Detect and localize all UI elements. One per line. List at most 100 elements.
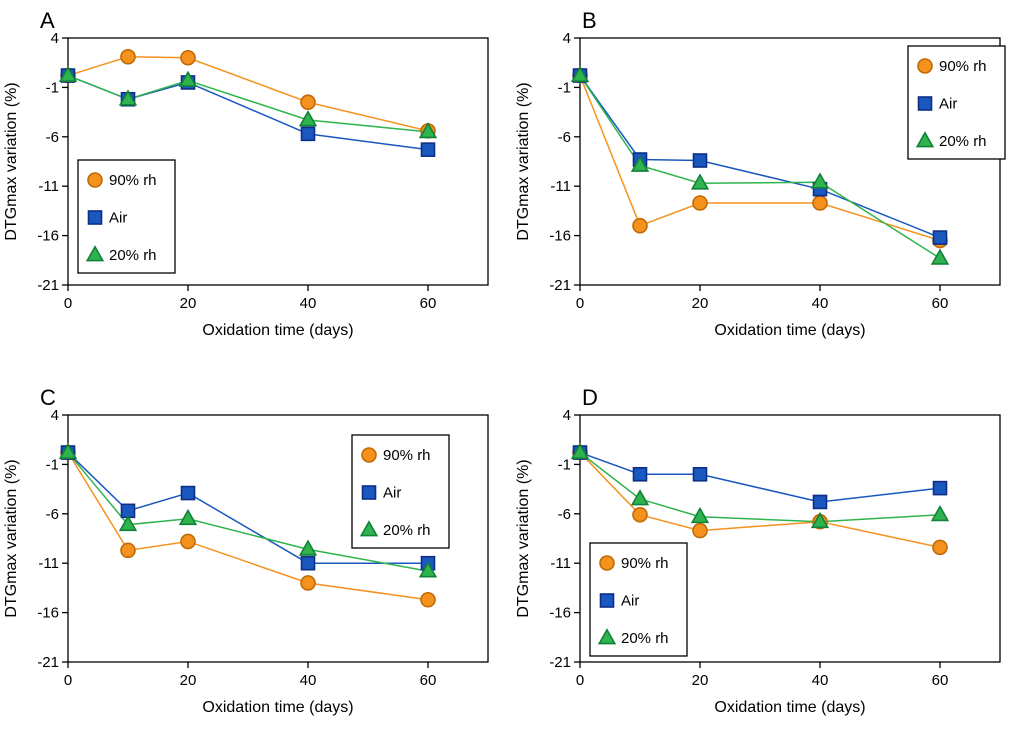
- panel-letter: C: [40, 385, 56, 410]
- legend-marker-20-rh: [359, 520, 379, 537]
- y-tick-label: -16: [37, 228, 59, 245]
- data-point-20-rh: [178, 70, 198, 87]
- series-line-air: [67, 74, 429, 151]
- y-tick-label: 4: [563, 407, 571, 424]
- plot-frame: [67, 37, 489, 286]
- x-tick-label: 60: [932, 672, 949, 689]
- data-point-air: [300, 126, 316, 142]
- chart-panel-a: 0 20 40 60 4 -1 -6 -11 -16 -21 Oxidation time (day…: [0, 0, 512, 377]
- data-point-air: [932, 230, 948, 245]
- plot-frame: [579, 37, 1001, 286]
- legend-marker-air: [599, 593, 615, 608]
- data-point-20-rh: [118, 514, 138, 532]
- data-point-90-rh: [180, 49, 196, 66]
- legend-label-20-rh: 20% rh: [109, 247, 157, 264]
- legend-label-air: Air: [109, 210, 127, 227]
- x-axis-label: Oxidation time (days): [202, 322, 353, 339]
- y-tick-label: -21: [549, 654, 571, 671]
- x-tick-label: 40: [300, 672, 317, 689]
- panel-letter: D: [582, 385, 598, 410]
- legend-marker-20-rh: [85, 245, 105, 262]
- chart-svg-a: 0 20 40 60 4 -1 -6 -11 -16 -21 Oxidation time (day…: [3, 8, 489, 339]
- legend-label-90-rh: 90% rh: [621, 555, 669, 572]
- legend-marker-20-rh: [597, 628, 617, 645]
- data-point-air: [300, 555, 316, 571]
- y-tick-label: -6: [46, 506, 59, 523]
- y-tick-label: -16: [549, 228, 571, 245]
- x-tick-label: 0: [64, 295, 72, 312]
- data-point-20-rh: [570, 442, 590, 459]
- y-tick-label: -21: [37, 654, 59, 671]
- data-point-air: [420, 142, 436, 157]
- data-point-20-rh: [810, 511, 830, 529]
- legend-marker-air: [361, 485, 377, 500]
- data-point-air: [932, 480, 948, 496]
- data-point-90-rh: [420, 591, 436, 608]
- data-point-20-rh: [690, 506, 710, 524]
- data-point-20-rh: [630, 155, 650, 172]
- y-tick-label: 4: [51, 30, 59, 47]
- data-point-20-rh: [58, 442, 78, 459]
- legend-marker-20-rh: [915, 131, 935, 148]
- data-point-90-rh: [932, 539, 948, 556]
- data-point-20-rh: [298, 539, 318, 556]
- data-point-90-rh: [632, 217, 648, 234]
- y-tick-label: -16: [37, 605, 59, 622]
- data-point-90-rh: [120, 48, 136, 65]
- data-point-20-rh: [58, 65, 78, 82]
- chart-panel-b: 0 20 40 60 4 -1 -6 -11 -16 -21 Oxidation time (day…: [512, 0, 1024, 377]
- legend-marker-air: [87, 210, 103, 225]
- data-point-20-rh: [810, 172, 830, 189]
- legend-label-air: Air: [383, 485, 401, 502]
- y-tick-label: -1: [558, 456, 571, 473]
- chart-svg-c: 0 20 40 60 4 -1 -6 -11 -16 -21 Oxidation time (day…: [3, 385, 489, 716]
- data-point-90-rh: [692, 522, 708, 539]
- legend-marker-90-rh: [361, 447, 377, 463]
- y-tick-label: -6: [558, 506, 571, 523]
- data-point-90-rh: [632, 506, 648, 523]
- data-point-20-rh: [630, 489, 650, 506]
- legend-label-20-rh: 20% rh: [939, 133, 987, 150]
- data-point-90-rh: [300, 94, 316, 111]
- x-tick-label: 20: [180, 295, 197, 312]
- data-point-20-rh: [418, 561, 438, 578]
- y-tick-label: -1: [46, 456, 59, 473]
- legend-marker-air: [917, 96, 933, 111]
- y-tick-label: -21: [549, 277, 571, 294]
- legend-label-20-rh: 20% rh: [621, 630, 669, 647]
- y-tick-label: -1: [46, 79, 59, 96]
- y-tick-label: -16: [549, 605, 571, 622]
- data-point-air: [692, 153, 708, 168]
- data-point-air: [812, 494, 828, 510]
- x-tick-label: 40: [812, 295, 829, 312]
- y-tick-label: -11: [38, 178, 59, 195]
- legend-marker-90-rh: [917, 58, 933, 74]
- x-tick-label: 20: [692, 672, 709, 689]
- x-axis-label: Oxidation time (days): [714, 699, 865, 716]
- legend-label-90-rh: 90% rh: [939, 58, 987, 75]
- legend-label-90-rh: 90% rh: [383, 447, 431, 464]
- x-tick-label: 20: [692, 295, 709, 312]
- y-tick-label: 4: [563, 30, 571, 47]
- panel-letter: B: [582, 8, 597, 33]
- y-axis-label: DTGmax variation (%): [3, 82, 20, 240]
- data-point-90-rh: [300, 575, 316, 591]
- chart-svg-d: 0 20 40 60 4 -1 -6 -11 -16 -21 Oxidation time (day…: [515, 385, 1001, 716]
- x-tick-label: 40: [812, 672, 829, 689]
- y-tick-label: -6: [558, 129, 571, 146]
- data-point-20-rh: [118, 89, 138, 106]
- legend-label-20-rh: 20% rh: [383, 522, 431, 539]
- y-axis-label: DTGmax variation (%): [515, 82, 532, 240]
- data-point-20-rh: [178, 508, 198, 526]
- data-point-90-rh: [692, 195, 708, 211]
- x-axis-label: Oxidation time (days): [202, 699, 353, 716]
- data-point-90-rh: [812, 195, 828, 211]
- chart-panel-c: 0 20 40 60 4 -1 -6 -11 -16 -21 Oxidation time (day…: [0, 377, 512, 754]
- legend-label-90-rh: 90% rh: [109, 172, 157, 189]
- legend-label-air: Air: [939, 96, 957, 113]
- chart-svg-b: 0 20 40 60 4 -1 -6 -11 -16 -21 Oxidation time (day…: [515, 8, 1006, 339]
- x-tick-label: 20: [180, 672, 197, 689]
- y-axis-label: DTGmax variation (%): [515, 459, 532, 617]
- x-axis-label: Oxidation time (days): [714, 322, 865, 339]
